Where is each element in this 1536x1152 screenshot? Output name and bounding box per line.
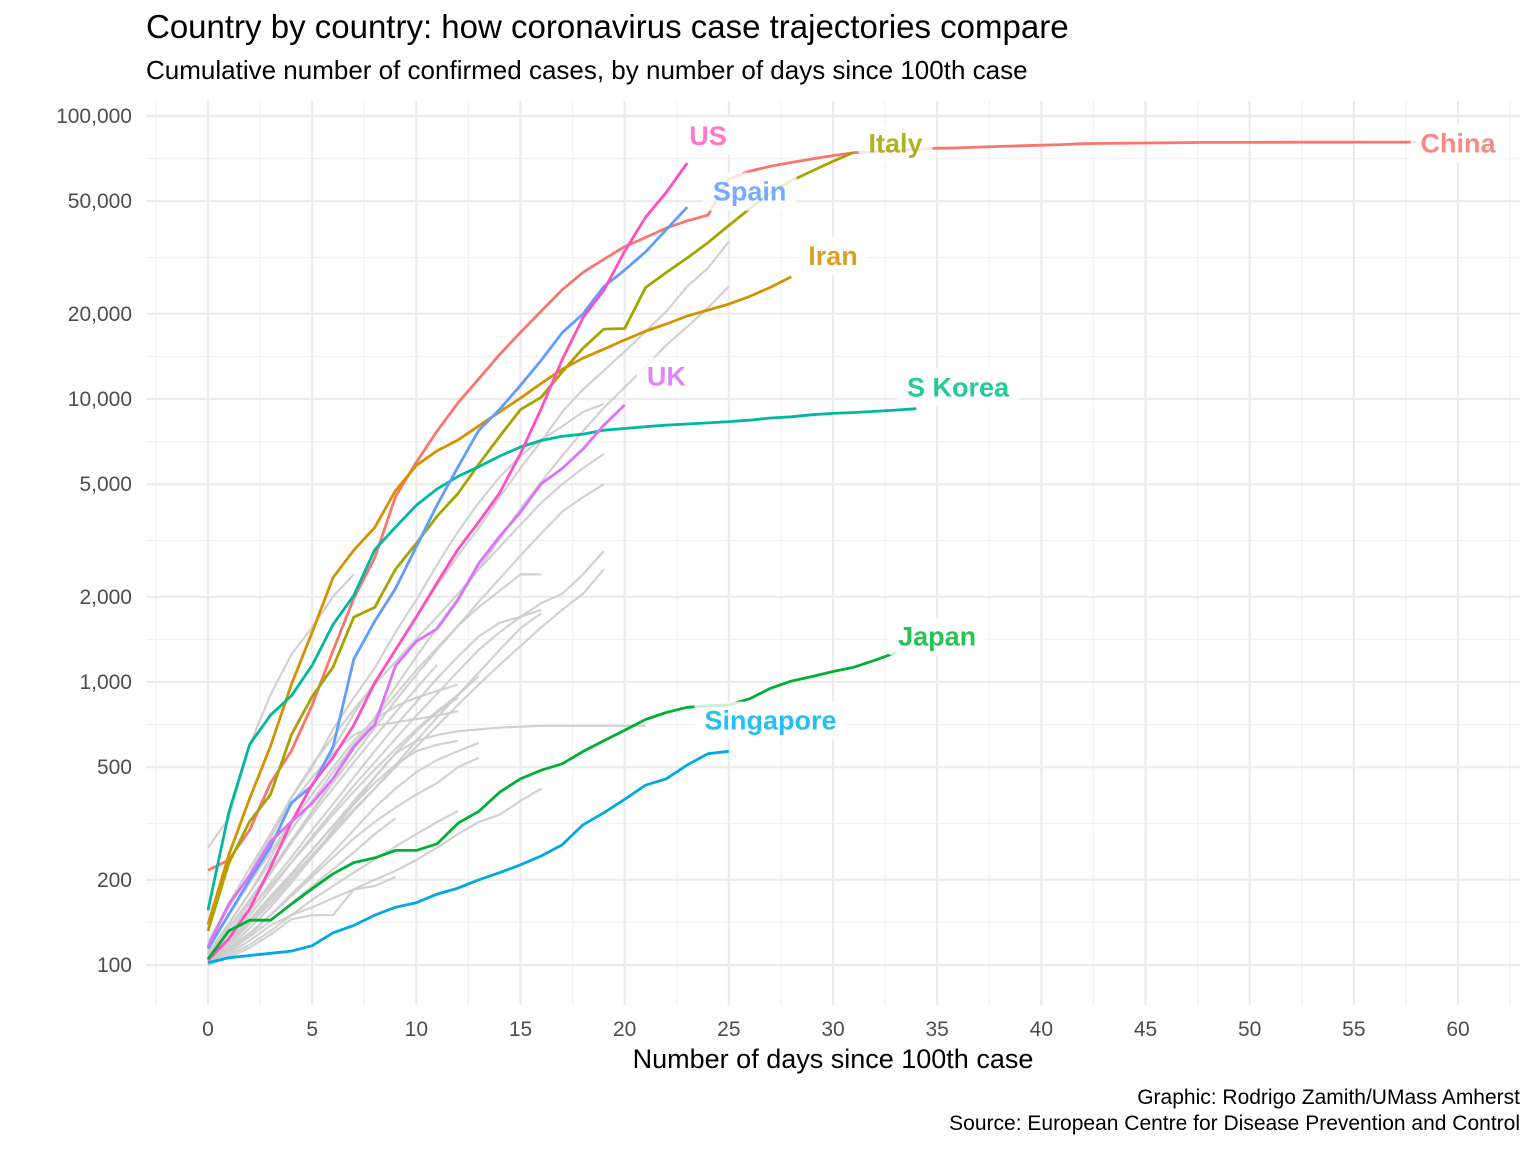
- background-series-line: [207, 741, 480, 966]
- background-series-line: [207, 810, 459, 967]
- series-label-china: China: [1410, 124, 1507, 163]
- y-tick-label: 10,000: [68, 388, 132, 411]
- series-label-spain: Spain: [702, 172, 797, 211]
- chart-title: Country by country: how coronavirus case…: [146, 8, 1069, 45]
- y-tick-label: 1,000: [79, 671, 132, 694]
- series-label-background: [636, 357, 697, 396]
- background-series-line: [207, 664, 439, 955]
- background-series-line: [207, 787, 542, 965]
- background-series-line: [207, 756, 480, 964]
- x-tick-label: 35: [925, 1018, 948, 1041]
- caption-graphic-credit: Graphic: Rodrigo Zamith/UMass Amherst: [1137, 1086, 1520, 1109]
- series-label-background: [858, 124, 933, 163]
- highlight-series-lines: [206, 140, 1417, 964]
- chart-subtitle: Cumulative number of confirmed cases, by…: [146, 55, 1028, 85]
- series-label-background: [798, 237, 868, 276]
- series-label-background: [694, 701, 847, 740]
- series-label-text: Singapore: [704, 706, 836, 736]
- y-tick-label: 20,000: [68, 303, 132, 326]
- series-label-us: US: [679, 116, 737, 155]
- series-line-japan: [206, 651, 896, 960]
- series-label-text: Japan: [898, 621, 976, 651]
- x-tick-label: 60: [1446, 1018, 1469, 1041]
- x-tick-label: 45: [1134, 1018, 1157, 1041]
- background-series-line: [207, 550, 605, 966]
- chart-caption: Graphic: Rodrigo Zamith/UMass Amherst So…: [949, 1085, 1520, 1137]
- y-tick-label: 2,000: [79, 586, 132, 609]
- caption-source: Source: European Centre for Disease Prev…: [949, 1112, 1520, 1135]
- major-gridlines: [146, 101, 1520, 1005]
- background-series-lines: [207, 240, 730, 967]
- series-label-iran: Iran: [798, 237, 868, 276]
- y-axis-tick-labels: 100 200 500 1,000 2,000 5,000 10,000 20,000 50,0…: [56, 105, 132, 977]
- y-tick-label: 5,000: [79, 473, 132, 496]
- y-tick-label: 50,000: [68, 190, 132, 213]
- series-line-italy: [206, 151, 855, 932]
- x-tick-label: 15: [509, 1018, 532, 1041]
- series-label-italy: Italy: [858, 124, 933, 163]
- x-tick-label: 50: [1238, 1018, 1261, 1041]
- series-label-text: Iran: [808, 241, 858, 271]
- background-series-line: [207, 573, 355, 849]
- series-label-japan: Japan: [888, 617, 987, 656]
- y-tick-label: 200: [97, 869, 132, 892]
- series-line-us: [206, 162, 689, 962]
- x-tick-label: 30: [821, 1018, 844, 1041]
- background-series-line: [207, 683, 459, 949]
- series-label-background: [702, 172, 797, 211]
- series-line-s-korea: [206, 407, 917, 911]
- series-line-singapore: [207, 749, 729, 964]
- background-series-line: [207, 875, 396, 967]
- x-tick-label: 0: [202, 1018, 214, 1041]
- series-label-singapore: Singapore: [694, 701, 847, 740]
- x-tick-label: 25: [717, 1018, 740, 1041]
- series-label-s-korea: S Korea: [896, 368, 1021, 407]
- x-axis-title: Number of days since 100th case: [633, 1044, 1034, 1074]
- x-tick-label: 5: [306, 1018, 318, 1041]
- x-tick-label: 20: [613, 1018, 636, 1041]
- background-series-line: [207, 709, 459, 944]
- series-label-background: [679, 116, 737, 155]
- y-tick-label: 500: [97, 756, 132, 779]
- background-series-line: [207, 612, 542, 964]
- series-labels: China Italy Iran S Korea Spain US UK Japan Singa…: [636, 116, 1507, 740]
- series-line-iran: [206, 275, 792, 925]
- x-tick-label: 40: [1030, 1018, 1053, 1041]
- series-label-background: [888, 617, 987, 656]
- background-series-line: [207, 724, 646, 966]
- series-label-text: S Korea: [907, 372, 1010, 402]
- series-label-text: US: [689, 121, 727, 151]
- series-label-text: Spain: [713, 177, 787, 207]
- series-label-text: China: [1420, 128, 1496, 158]
- series-label-text: UK: [647, 362, 686, 392]
- y-tick-label: 100,000: [56, 105, 132, 128]
- series-label-background: [896, 368, 1021, 407]
- y-tick-label: 100: [97, 954, 132, 977]
- series-label-background: [1410, 124, 1507, 163]
- x-axis-tick-labels: 0 5 10 15 20 25 30 35 40 45 50 55 60: [202, 1018, 1470, 1041]
- x-tick-label: 10: [405, 1018, 428, 1041]
- series-line-uk: [206, 403, 626, 948]
- series-label-uk: UK: [636, 357, 697, 396]
- x-tick-label: 55: [1342, 1018, 1365, 1041]
- background-series-line: [207, 452, 605, 944]
- series-label-text: Italy: [868, 128, 922, 158]
